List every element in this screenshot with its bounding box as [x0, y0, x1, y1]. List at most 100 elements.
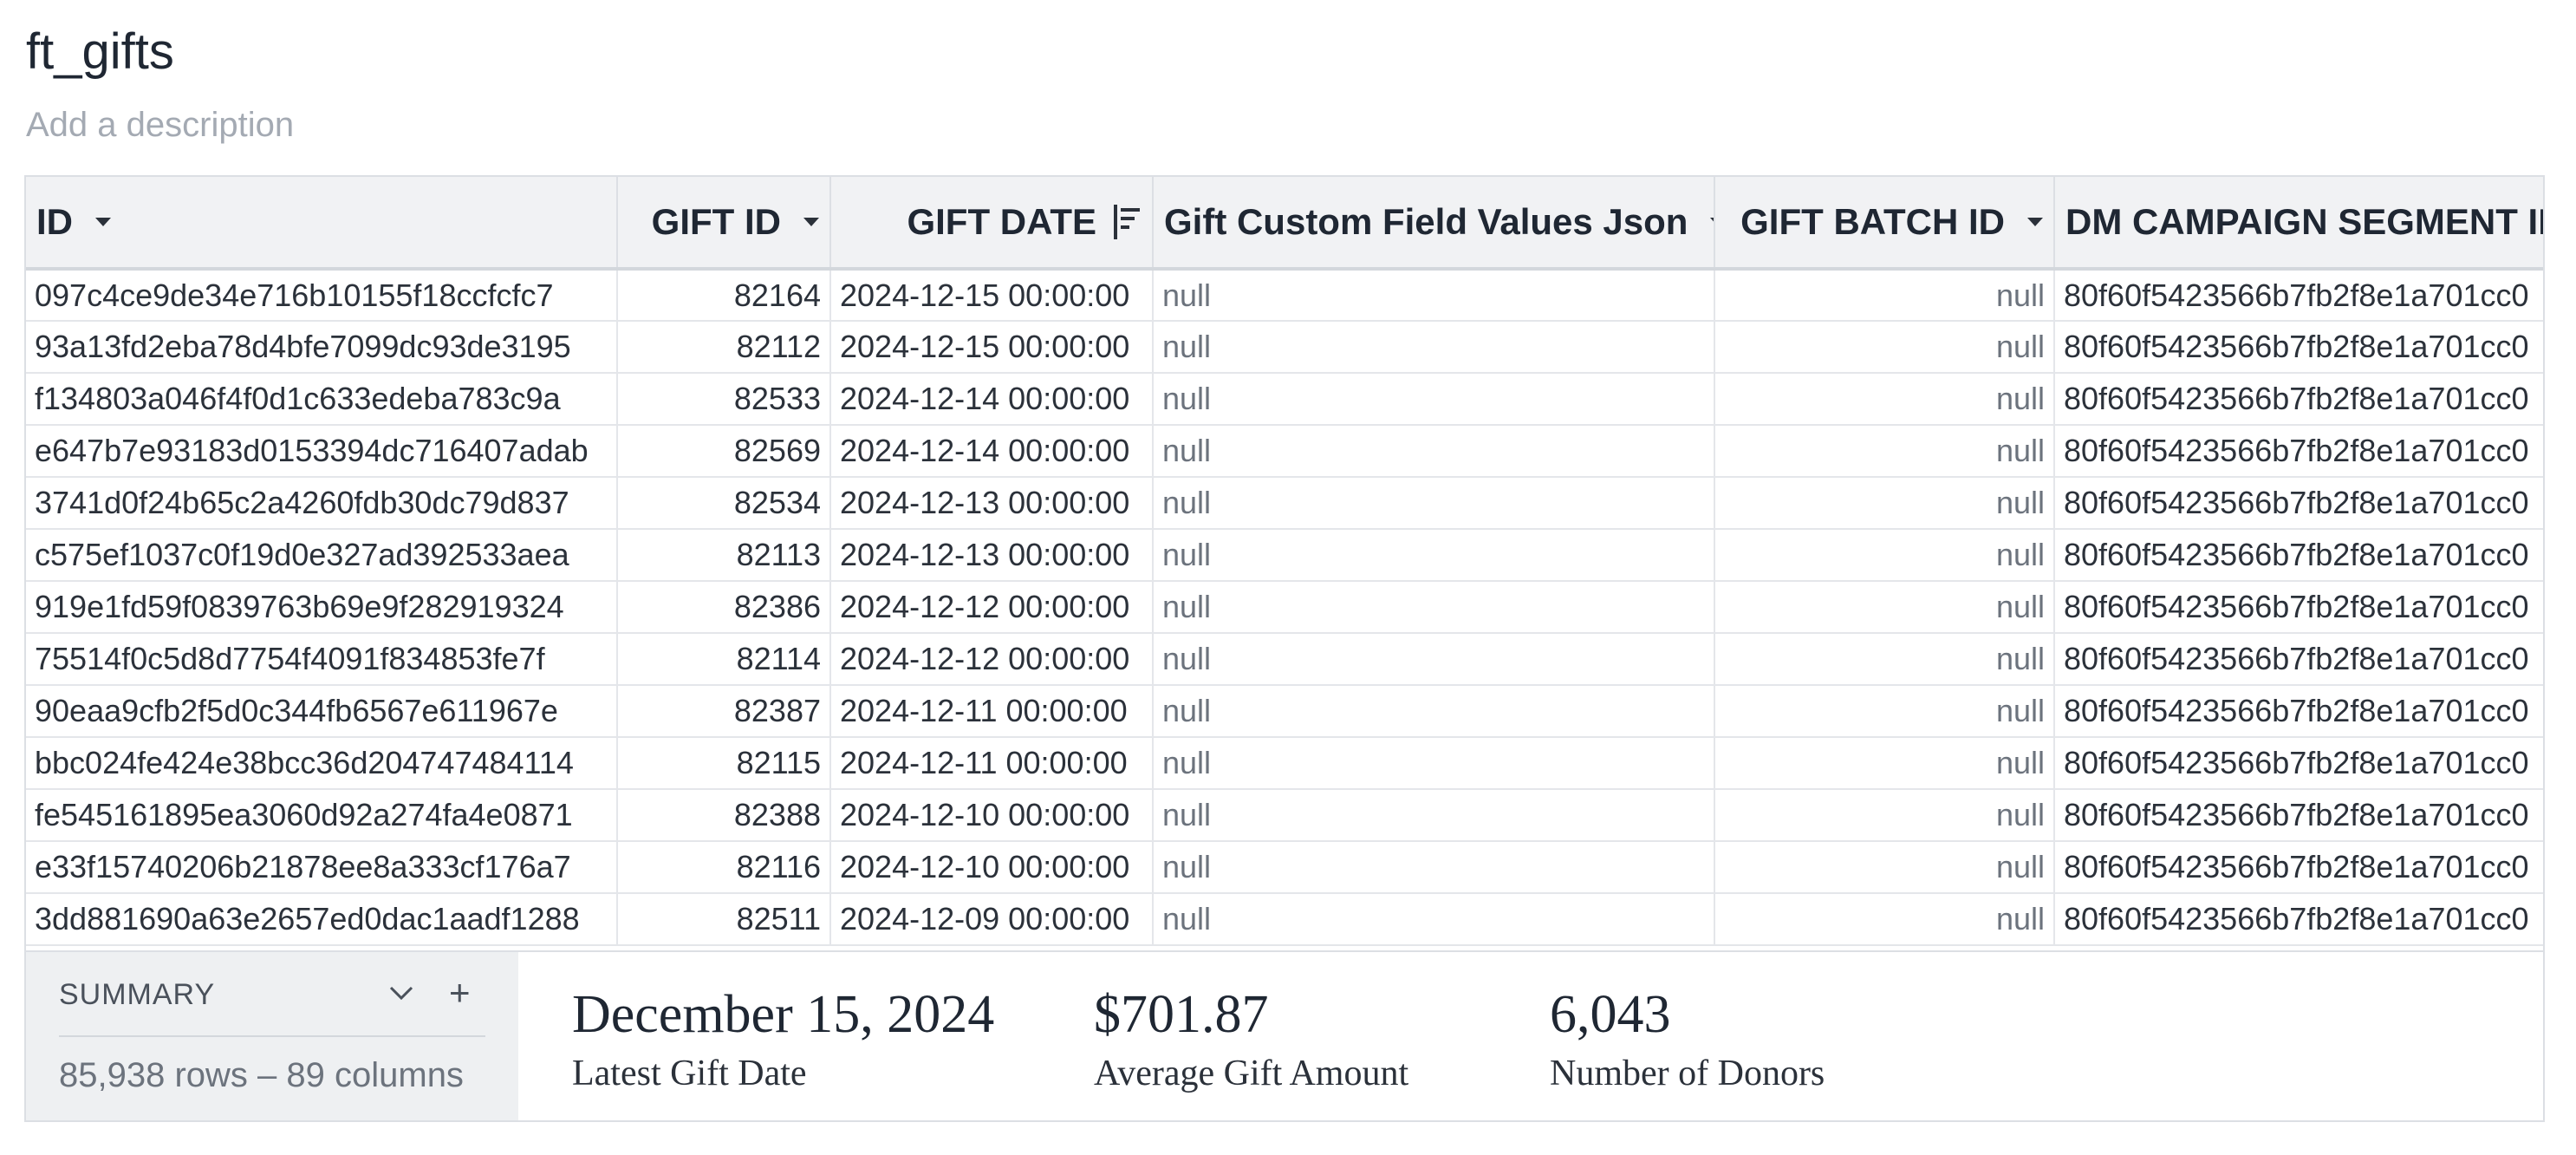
- cell-gift-date[interactable]: 2024-12-15 00:00:00: [830, 321, 1154, 374]
- cell-dm-campaign-segment-id[interactable]: 80f60f5423566b7fb2f8e1a701cc0: [2054, 841, 2543, 894]
- column-header-dm-campaign-segment-id[interactable]: DM CAMPAIGN SEGMENT ID: [2054, 177, 2543, 271]
- cell-gift-id[interactable]: 82387: [617, 685, 831, 738]
- caret-down-icon[interactable]: [1710, 218, 1713, 226]
- cell-gift-batch-id[interactable]: null: [1714, 269, 2055, 322]
- cell-gift-id[interactable]: 82533: [617, 373, 831, 426]
- cell-custom-field-json[interactable]: null: [1153, 893, 1715, 946]
- cell-custom-field-json[interactable]: null: [1153, 373, 1715, 426]
- cell-gift-id[interactable]: 82113: [617, 529, 831, 582]
- cell-gift-batch-id[interactable]: null: [1714, 633, 2055, 686]
- cell-gift-date[interactable]: 2024-12-12 00:00:00: [830, 581, 1154, 634]
- cell-custom-field-json[interactable]: null: [1153, 425, 1715, 478]
- cell-gift-date[interactable]: 2024-12-09 00:00:00: [830, 893, 1154, 946]
- metric-average-gift-amount[interactable]: $701.87 Average Gift Amount: [1094, 982, 1408, 1098]
- cell-id[interactable]: 919e1fd59f0839763b69e9f282919324: [26, 581, 618, 634]
- cell-dm-campaign-segment-id[interactable]: 80f60f5423566b7fb2f8e1a701cc0: [2054, 893, 2543, 946]
- table-row[interactable]: c575ef1037c0f19d0e327ad392533aea 82113 202…: [26, 529, 2543, 582]
- cell-custom-field-json[interactable]: null: [1153, 841, 1715, 894]
- cell-gift-batch-id[interactable]: null: [1714, 373, 2055, 426]
- cell-id[interactable]: 75514f0c5d8d7754f4091f834853fe7f: [26, 633, 618, 686]
- cell-gift-batch-id[interactable]: null: [1714, 581, 2055, 634]
- cell-gift-date[interactable]: 2024-12-14 00:00:00: [830, 425, 1154, 478]
- cell-gift-batch-id[interactable]: null: [1714, 321, 2055, 374]
- cell-gift-id[interactable]: 82511: [617, 893, 831, 946]
- cell-gift-batch-id[interactable]: null: [1714, 789, 2055, 842]
- table-row[interactable]: 3dd881690a63e2657ed0dac1aadf1288 82511 202…: [26, 893, 2543, 946]
- cell-custom-field-json[interactable]: null: [1153, 477, 1715, 530]
- table-row[interactable]: 90eaa9cfb2f5d0c344fb6567e611967e 82387 202…: [26, 685, 2543, 738]
- cell-custom-field-json[interactable]: null: [1153, 737, 1715, 790]
- table-row[interactable]: 75514f0c5d8d7754f4091f834853fe7f 82114 202…: [26, 633, 2543, 686]
- table-row[interactable]: e33f15740206b21878ee8a333cf176a7 82116 202…: [26, 841, 2543, 894]
- chevron-down-icon[interactable]: [388, 983, 414, 1002]
- table-row[interactable]: f134803a046f4f0d1c633edeba783c9a 82533 202…: [26, 373, 2543, 426]
- table-row[interactable]: fe545161895ea3060d92a274fa4e0871 82388 202…: [26, 789, 2543, 842]
- cell-gift-batch-id[interactable]: null: [1714, 477, 2055, 530]
- cell-id[interactable]: bbc024fe424e38bcc36d204747484114: [26, 737, 618, 790]
- cell-id[interactable]: fe545161895ea3060d92a274fa4e0871: [26, 789, 618, 842]
- table-row[interactable]: bbc024fe424e38bcc36d204747484114 82115 202…: [26, 737, 2543, 790]
- cell-custom-field-json[interactable]: null: [1153, 269, 1715, 322]
- cell-gift-batch-id[interactable]: null: [1714, 425, 2055, 478]
- cell-id[interactable]: 90eaa9cfb2f5d0c344fb6567e611967e: [26, 685, 618, 738]
- table-row[interactable]: 3741d0f24b65c2a4260fdb30dc79d837 82534 202…: [26, 477, 2543, 530]
- cell-custom-field-json[interactable]: null: [1153, 633, 1715, 686]
- cell-id[interactable]: e647b7e93183d0153394dc716407adab: [26, 425, 618, 478]
- cell-gift-batch-id[interactable]: null: [1714, 685, 2055, 738]
- cell-dm-campaign-segment-id[interactable]: 80f60f5423566b7fb2f8e1a701cc0: [2054, 529, 2543, 582]
- cell-id[interactable]: 3741d0f24b65c2a4260fdb30dc79d837: [26, 477, 618, 530]
- cell-gift-date[interactable]: 2024-12-15 00:00:00: [830, 269, 1154, 322]
- caret-down-icon[interactable]: [2027, 218, 2043, 226]
- cell-gift-id[interactable]: 82115: [617, 737, 831, 790]
- cell-dm-campaign-segment-id[interactable]: 80f60f5423566b7fb2f8e1a701cc0: [2054, 789, 2543, 842]
- cell-gift-date[interactable]: 2024-12-12 00:00:00: [830, 633, 1154, 686]
- column-header-gift-id[interactable]: GIFT ID: [617, 177, 831, 271]
- column-header-gift-date[interactable]: GIFT DATE: [830, 177, 1154, 271]
- cell-gift-date[interactable]: 2024-12-11 00:00:00: [830, 685, 1154, 738]
- table-row[interactable]: 919e1fd59f0839763b69e9f282919324 82386 202…: [26, 581, 2543, 634]
- cell-dm-campaign-segment-id[interactable]: 80f60f5423566b7fb2f8e1a701cc0: [2054, 633, 2543, 686]
- cell-dm-campaign-segment-id[interactable]: 80f60f5423566b7fb2f8e1a701cc0: [2054, 321, 2543, 374]
- cell-dm-campaign-segment-id[interactable]: 80f60f5423566b7fb2f8e1a701cc0: [2054, 737, 2543, 790]
- table-row[interactable]: e647b7e93183d0153394dc716407adab 82569 202…: [26, 425, 2543, 478]
- cell-gift-id[interactable]: 82116: [617, 841, 831, 894]
- table-row[interactable]: 097c4ce9de34e716b10155f18ccfcfc7 82164 202…: [26, 269, 2543, 322]
- cell-gift-date[interactable]: 2024-12-10 00:00:00: [830, 789, 1154, 842]
- cell-dm-campaign-segment-id[interactable]: 80f60f5423566b7fb2f8e1a701cc0: [2054, 373, 2543, 426]
- cell-id[interactable]: 93a13fd2eba78d4bfe7099dc93de3195: [26, 321, 618, 374]
- cell-id[interactable]: c575ef1037c0f19d0e327ad392533aea: [26, 529, 618, 582]
- cell-gift-id[interactable]: 82114: [617, 633, 831, 686]
- cell-gift-date[interactable]: 2024-12-13 00:00:00: [830, 477, 1154, 530]
- cell-gift-date[interactable]: 2024-12-10 00:00:00: [830, 841, 1154, 894]
- metric-latest-gift-date[interactable]: December 15, 2024 Latest Gift Date: [572, 982, 994, 1098]
- cell-custom-field-json[interactable]: null: [1153, 789, 1715, 842]
- cell-gift-batch-id[interactable]: null: [1714, 841, 2055, 894]
- cell-gift-date[interactable]: 2024-12-13 00:00:00: [830, 529, 1154, 582]
- cell-custom-field-json[interactable]: null: [1153, 581, 1715, 634]
- column-header-gift-batch-id[interactable]: GIFT BATCH ID: [1714, 177, 2055, 271]
- cell-gift-id[interactable]: 82388: [617, 789, 831, 842]
- cell-gift-id[interactable]: 82569: [617, 425, 831, 478]
- description-placeholder[interactable]: Add a description: [26, 106, 295, 144]
- plus-icon[interactable]: +: [449, 972, 471, 1013]
- cell-custom-field-json[interactable]: null: [1153, 529, 1715, 582]
- metric-number-of-donors[interactable]: 6,043 Number of Donors: [1550, 982, 1825, 1098]
- cell-dm-campaign-segment-id[interactable]: 80f60f5423566b7fb2f8e1a701cc0: [2054, 477, 2543, 530]
- cell-gift-id[interactable]: 82534: [617, 477, 831, 530]
- cell-id[interactable]: 097c4ce9de34e716b10155f18ccfcfc7: [26, 269, 618, 322]
- page-title[interactable]: ft_gifts: [26, 23, 174, 80]
- cell-dm-campaign-segment-id[interactable]: 80f60f5423566b7fb2f8e1a701cc0: [2054, 581, 2543, 634]
- cell-gift-id[interactable]: 82386: [617, 581, 831, 634]
- cell-gift-id[interactable]: 82112: [617, 321, 831, 374]
- sort-descending-icon[interactable]: [1112, 205, 1142, 239]
- cell-dm-campaign-segment-id[interactable]: 80f60f5423566b7fb2f8e1a701cc0: [2054, 685, 2543, 738]
- column-header-id[interactable]: ID: [26, 177, 618, 271]
- cell-gift-batch-id[interactable]: null: [1714, 737, 2055, 790]
- cell-id[interactable]: f134803a046f4f0d1c633edeba783c9a: [26, 373, 618, 426]
- cell-dm-campaign-segment-id[interactable]: 80f60f5423566b7fb2f8e1a701cc0: [2054, 269, 2543, 322]
- cell-id[interactable]: e33f15740206b21878ee8a333cf176a7: [26, 841, 618, 894]
- cell-custom-field-json[interactable]: null: [1153, 685, 1715, 738]
- cell-gift-id[interactable]: 82164: [617, 269, 831, 322]
- cell-custom-field-json[interactable]: null: [1153, 321, 1715, 374]
- cell-gift-date[interactable]: 2024-12-11 00:00:00: [830, 737, 1154, 790]
